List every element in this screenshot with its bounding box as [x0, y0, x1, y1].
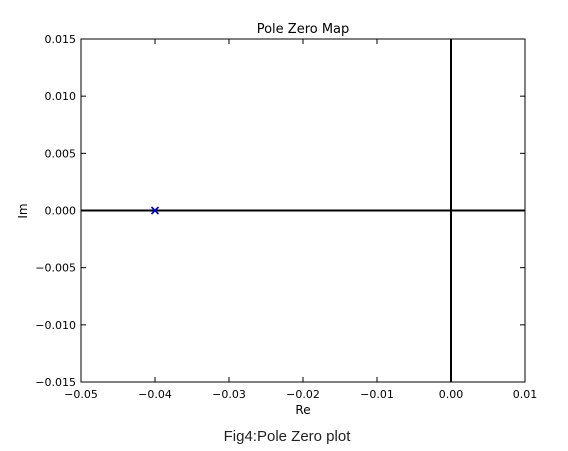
y-tick-label: −0.010	[35, 319, 76, 332]
x-tick-label: −0.03	[212, 388, 246, 401]
y-tick-label: 0.005	[45, 147, 77, 160]
pole-marker-stroke	[150, 206, 160, 215]
x-tick-label: −0.01	[360, 388, 394, 401]
plot-area: −0.05 −0.04 −0.03 −0.02 −0.01 0.00 0.01 0.015 0.…	[35, 33, 537, 401]
y-tick-label: 0.000	[45, 205, 77, 218]
x-tick-label: −0.04	[138, 388, 172, 401]
x-tick-label: 0.01	[513, 388, 538, 401]
y-axis-label: Im	[16, 203, 30, 218]
y-tick-label: −0.015	[35, 376, 76, 389]
x-tick-label: −0.05	[64, 388, 98, 401]
y-tick-label: 0.010	[45, 90, 77, 103]
y-tick-label: −0.005	[35, 262, 76, 275]
x-axis-label: Re	[295, 403, 310, 417]
pole-marker	[150, 206, 160, 215]
x-tick-label: 0.00	[439, 388, 464, 401]
figure-caption: Fig4:Pole Zero plot	[224, 428, 352, 445]
y-tick-label: 0.015	[45, 33, 77, 46]
chart-title: Pole Zero Map	[257, 22, 350, 37]
x-tick-label: −0.02	[286, 388, 320, 401]
